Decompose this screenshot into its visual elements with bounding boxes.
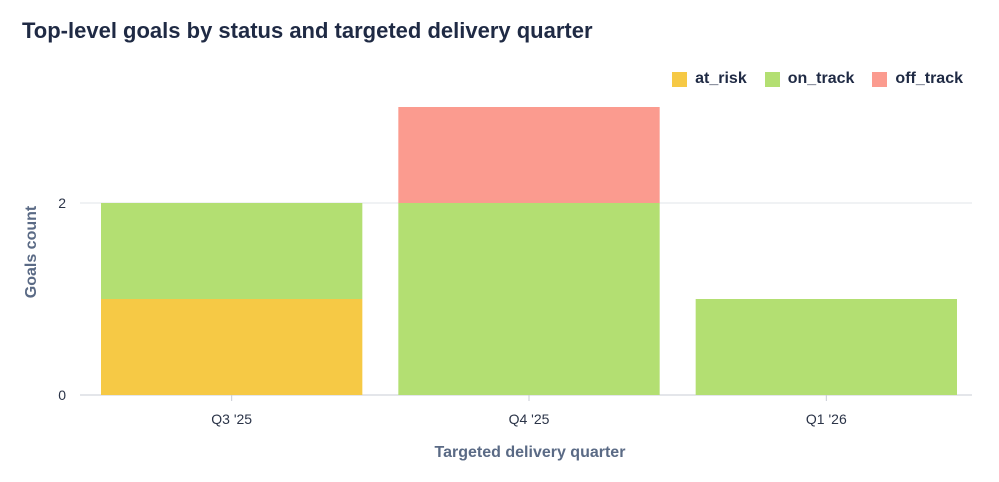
bar-on-track — [695, 299, 957, 395]
bar-off-track — [398, 107, 660, 203]
x-axis-title: Targeted delivery quarter — [435, 444, 626, 461]
legend-item-on-track[interactable]: on_track — [764, 70, 855, 88]
legend-label-on-track: on_track — [787, 70, 855, 87]
legend-swatch-at-risk — [672, 71, 688, 87]
legend-label-at-risk: at_risk — [695, 70, 747, 87]
x-tick-label: Q4 '25 — [509, 411, 550, 427]
bar-on-track — [101, 203, 363, 299]
chart-title: Top-level goals by status and targeted d… — [22, 18, 593, 43]
legend: at_risk on_track off_track — [672, 70, 963, 88]
bar-at-risk — [101, 299, 363, 395]
legend-swatch-on-track — [764, 71, 780, 87]
legend-item-at-risk[interactable]: at_risk — [672, 70, 747, 88]
y-tick-label: 2 — [58, 195, 66, 211]
y-tick-label: 0 — [58, 387, 66, 403]
legend-label-off-track: off_track — [895, 70, 963, 87]
legend-swatch-off-track — [872, 71, 888, 87]
bar-on-track — [398, 203, 660, 395]
x-tick-label: Q3 '25 — [211, 411, 252, 427]
x-tick-label: Q1 '26 — [806, 411, 847, 427]
y-axis-title: Goals count — [23, 205, 40, 298]
legend-item-off-track[interactable]: off_track — [872, 70, 963, 88]
